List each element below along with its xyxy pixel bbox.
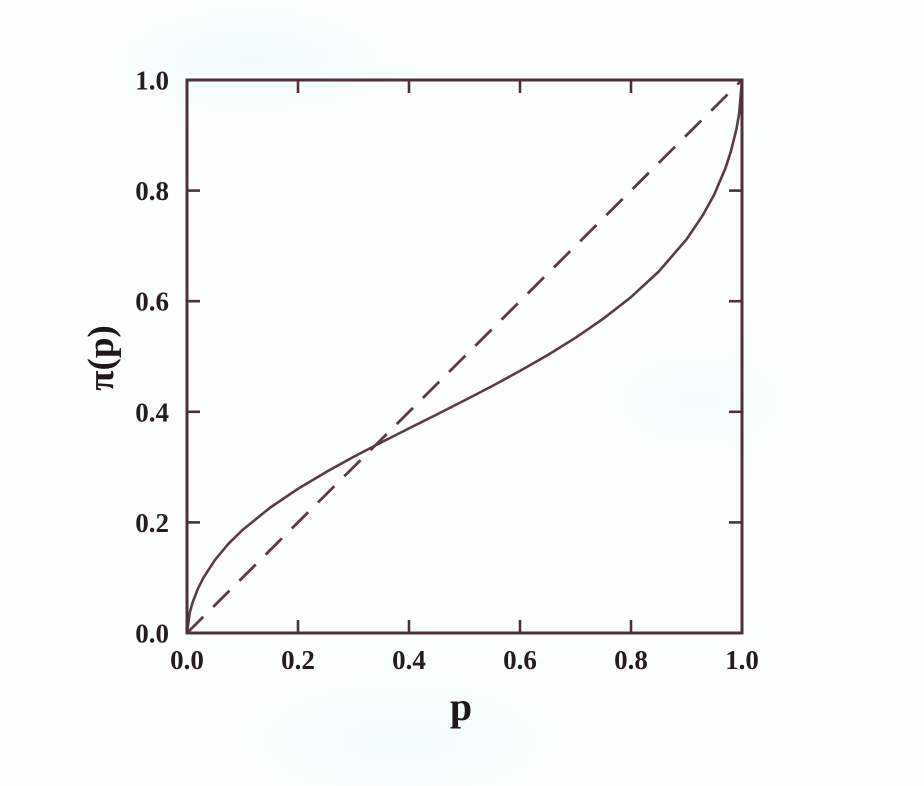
x-axis-title: p — [449, 683, 473, 729]
weighting-curve — [185, 79, 744, 634]
x-tick-label: 0.2 — [281, 645, 315, 675]
y-axis-title: π(p) — [80, 325, 122, 391]
identity-line — [186, 79, 743, 634]
y-tick-label: 0.6 — [135, 287, 169, 317]
x-tick-label: 0.4 — [392, 645, 426, 675]
x-tick-label: 0.8 — [614, 645, 648, 675]
y-tick-label: 0.4 — [135, 397, 169, 427]
plot-frame — [185, 78, 744, 635]
y-tick-label: 0.8 — [135, 176, 169, 206]
y-tick-label: 1.0 — [135, 66, 169, 96]
x-tick-label: 1.0 — [725, 645, 759, 675]
x-tick-label: 0.0 — [170, 645, 204, 675]
y-tick-label: 0.2 — [135, 508, 169, 538]
x-tick-label: 0.6 — [503, 645, 537, 675]
y-tick-label: 0.0 — [135, 619, 169, 649]
